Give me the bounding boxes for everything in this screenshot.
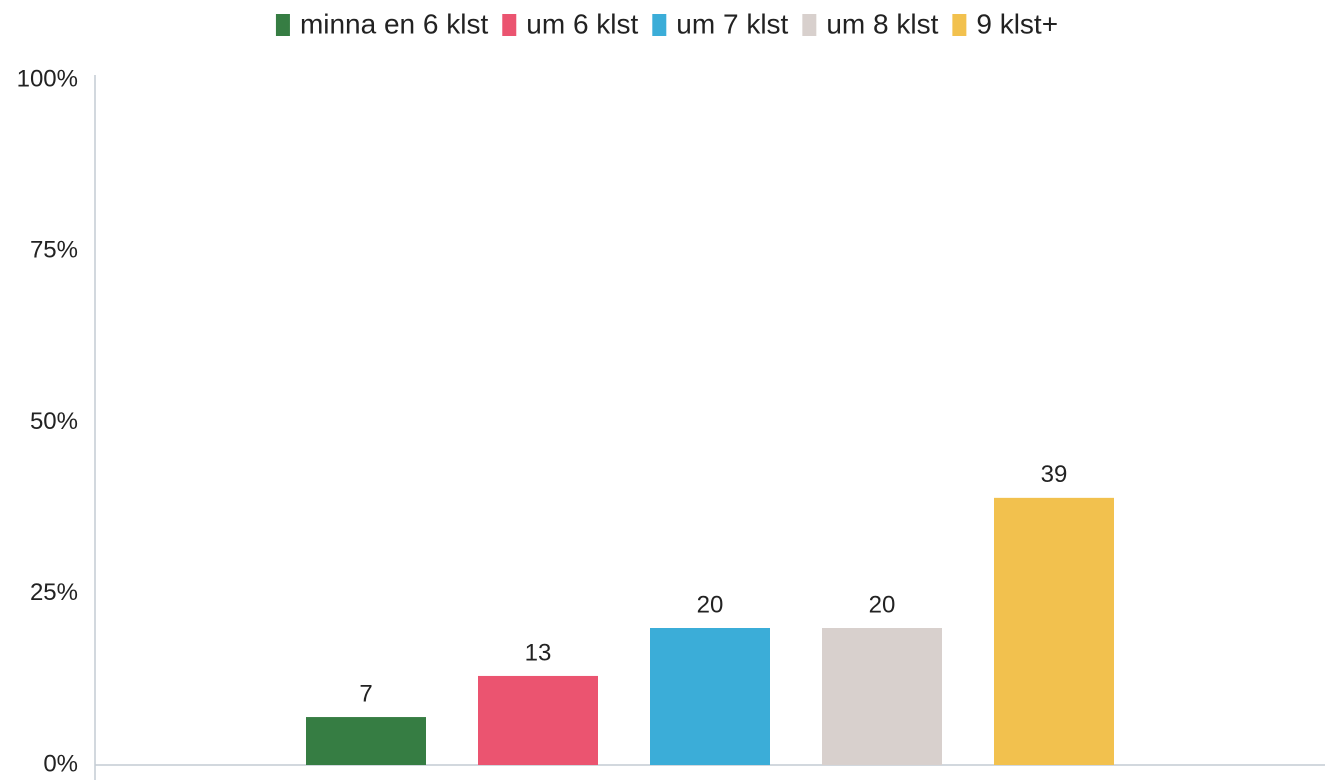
legend-swatch	[802, 14, 817, 36]
legend-swatch	[502, 14, 517, 36]
bar	[478, 675, 598, 765]
data-label: 20	[869, 591, 896, 618]
legend-label: minna en 6 klst	[300, 8, 489, 39]
bar	[994, 497, 1114, 765]
legend-label: um 6 klst	[526, 8, 638, 39]
bar	[822, 628, 942, 765]
legend-swatch	[275, 14, 290, 36]
bar	[650, 628, 770, 765]
y-tick-label: 75%	[30, 237, 78, 264]
y-tick-label: 0%	[43, 750, 78, 777]
legend-label: um 8 klst	[826, 8, 938, 39]
bar	[306, 717, 426, 765]
legend-label: 9 klst+	[976, 8, 1058, 39]
legend-label: um 7 klst	[676, 8, 788, 39]
y-tick-label: 100%	[17, 65, 78, 92]
legend-swatch	[652, 14, 667, 36]
data-label: 7	[359, 680, 372, 707]
data-label: 20	[697, 591, 724, 618]
y-tick-label: 25%	[30, 579, 78, 606]
legend-swatch	[952, 14, 967, 36]
data-label: 13	[525, 639, 552, 666]
y-tick-label: 50%	[30, 408, 78, 435]
data-label: 39	[1041, 461, 1068, 488]
